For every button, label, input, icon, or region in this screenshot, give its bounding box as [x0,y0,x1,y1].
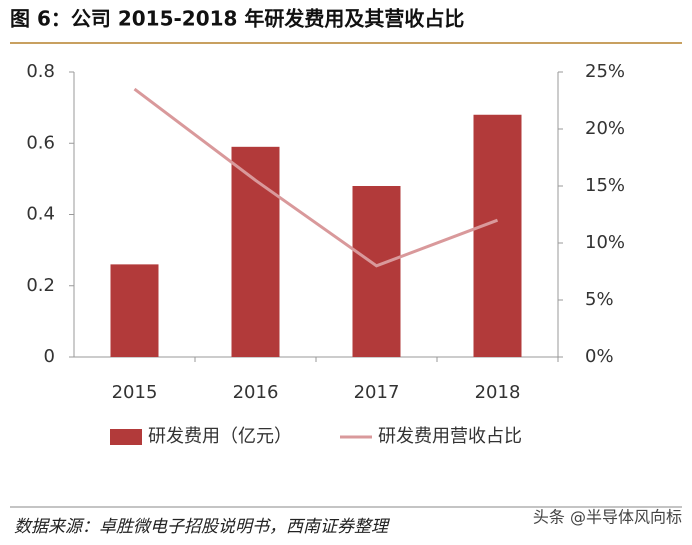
y2-tick-label: 25% [585,61,625,82]
x-tick-label: 2016 [233,382,279,403]
chart-title: 图 6：公司 2015-2018 年研发费用及其营收占比 [10,7,464,31]
x-tick-label: 2018 [475,382,521,403]
y2-tick-label: 10% [585,232,625,253]
legend-label: 研发费用营收占比 [378,426,522,447]
source: 数据来源：卓胜微电子招股说明书，西南证券整理 [14,517,390,537]
y-tick-label: 0.2 [26,275,55,296]
bar [473,114,522,357]
bar [352,186,401,357]
legend-swatch [110,429,142,445]
line [133,87,499,268]
y2-tick-label: 20% [585,118,625,139]
y-tick-label: 0 [44,346,55,367]
y2-tick-label: 0% [585,346,614,367]
legend-label: 研发费用（亿元） [148,426,292,447]
y-tick-label: 0.6 [26,132,55,153]
y2-tick-label: 5% [585,289,614,310]
bar [231,146,280,357]
x-tick-label: 2015 [112,382,158,403]
watermark: 头条 @半导体风向标 [533,508,682,527]
y-tick-label: 0.8 [26,61,55,82]
x-tick-label: 2017 [354,382,400,403]
bar [110,264,159,357]
y2-tick-label: 15% [585,175,625,196]
y-tick-label: 0.4 [26,204,55,225]
